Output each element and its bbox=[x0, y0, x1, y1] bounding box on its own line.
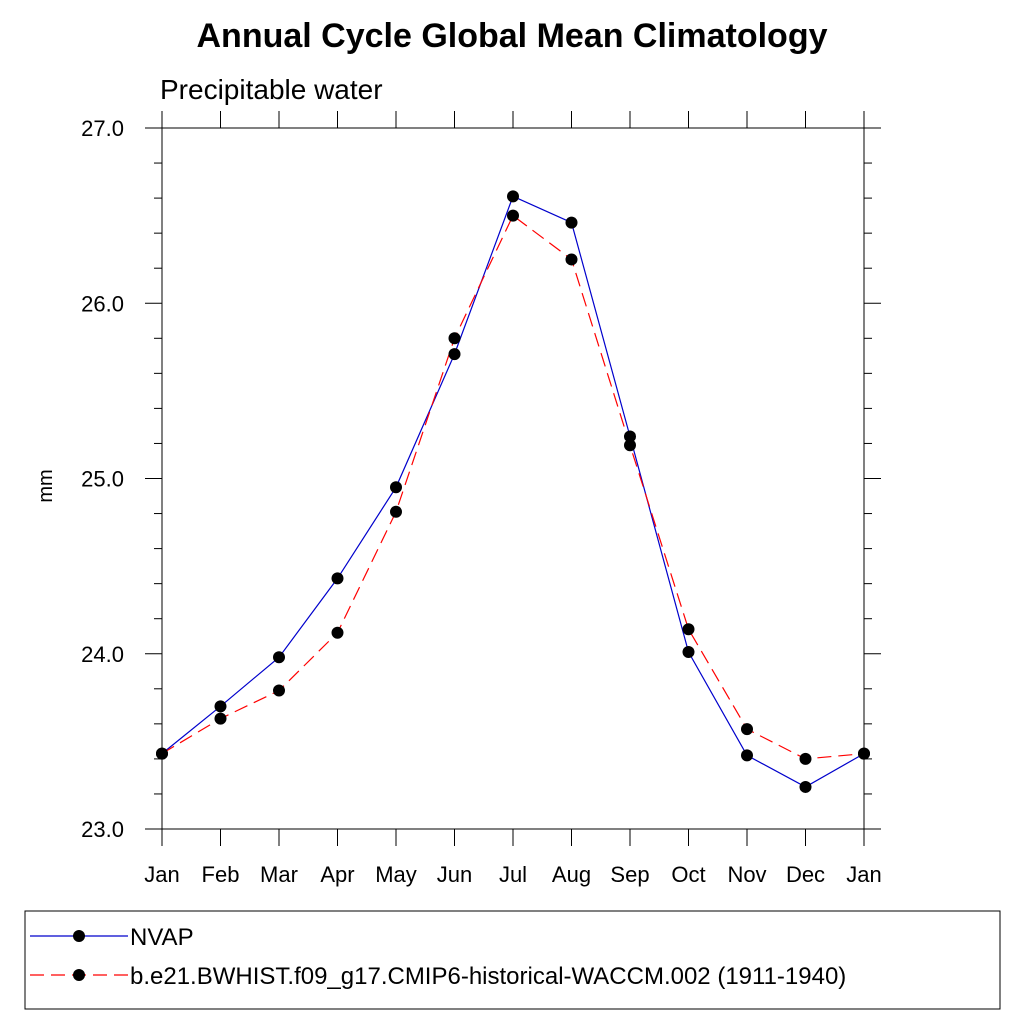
legend-label: NVAP bbox=[130, 924, 194, 951]
data-point bbox=[448, 332, 461, 345]
x-tick-label: Jul bbox=[499, 862, 527, 887]
y-axis-label: mm bbox=[35, 469, 57, 502]
data-point bbox=[273, 651, 285, 664]
data-point bbox=[156, 747, 168, 760]
data-point bbox=[390, 505, 402, 518]
data-point bbox=[565, 253, 578, 266]
data-point bbox=[858, 747, 870, 760]
x-tick-labels: Jan Feb Mar Apr May Jun Jul Aug Sep Oct Nov Dec Jan bbox=[144, 862, 881, 887]
y-tick-label: 25.0 bbox=[81, 467, 124, 492]
data-point bbox=[799, 780, 812, 793]
x-tick-label: Dec bbox=[786, 862, 825, 887]
chart-title: Annual Cycle Global Mean Climatology bbox=[197, 17, 828, 55]
data-point bbox=[331, 626, 344, 639]
series-lines bbox=[161, 195, 865, 788]
data-point bbox=[273, 684, 285, 697]
legend-marker bbox=[73, 930, 85, 942]
series-markers bbox=[156, 190, 870, 793]
data-point bbox=[390, 481, 402, 494]
data-point bbox=[682, 623, 695, 636]
x-tick-label: Apr bbox=[320, 862, 354, 887]
data-point bbox=[448, 348, 461, 361]
x-tick-label: Jun bbox=[437, 862, 472, 887]
x-tick-label: Oct bbox=[671, 862, 705, 887]
x-tick-label: Mar bbox=[260, 862, 298, 887]
y-tick-label: 26.0 bbox=[81, 291, 124, 316]
x-tick-label: Sep bbox=[610, 862, 649, 887]
data-point bbox=[624, 439, 636, 452]
legend-label: b.e21.BWHIST.f09_g17.CMIP6-historical-WA… bbox=[130, 963, 846, 990]
y-tick-label: 27.0 bbox=[81, 116, 124, 141]
legend-box bbox=[24, 910, 1001, 1010]
data-point bbox=[214, 712, 227, 725]
chart-subtitle: Precipitable water bbox=[160, 74, 383, 105]
data-point bbox=[331, 572, 344, 585]
x-tick-label: Nov bbox=[727, 862, 766, 887]
plot-frame bbox=[161, 127, 865, 830]
data-point bbox=[741, 723, 753, 736]
x-tick-label: Jan bbox=[846, 862, 881, 887]
series-line-1 bbox=[161, 195, 865, 788]
data-point bbox=[507, 209, 519, 222]
axis-ticks bbox=[145, 111, 881, 846]
data-point bbox=[507, 190, 519, 203]
y-tick-labels: 23.0 24.0 25.0 26.0 27.0 bbox=[81, 116, 124, 842]
data-point bbox=[214, 700, 227, 713]
x-tick-label: Feb bbox=[202, 862, 240, 887]
legend-marker bbox=[73, 969, 85, 981]
data-point bbox=[799, 752, 812, 765]
x-tick-label: May bbox=[375, 862, 417, 887]
legend: NVAP b.e21.BWHIST.f09_g17.CMIP6-historica… bbox=[30, 924, 846, 990]
data-point bbox=[741, 749, 753, 762]
data-point bbox=[624, 430, 636, 443]
data-point bbox=[565, 216, 578, 229]
x-tick-label: Aug bbox=[552, 862, 591, 887]
series-line-2 bbox=[161, 214, 865, 760]
y-tick-label: 23.0 bbox=[81, 817, 124, 842]
data-point bbox=[682, 645, 695, 658]
x-tick-label: Jan bbox=[144, 862, 179, 887]
y-tick-label: 24.0 bbox=[81, 642, 124, 667]
